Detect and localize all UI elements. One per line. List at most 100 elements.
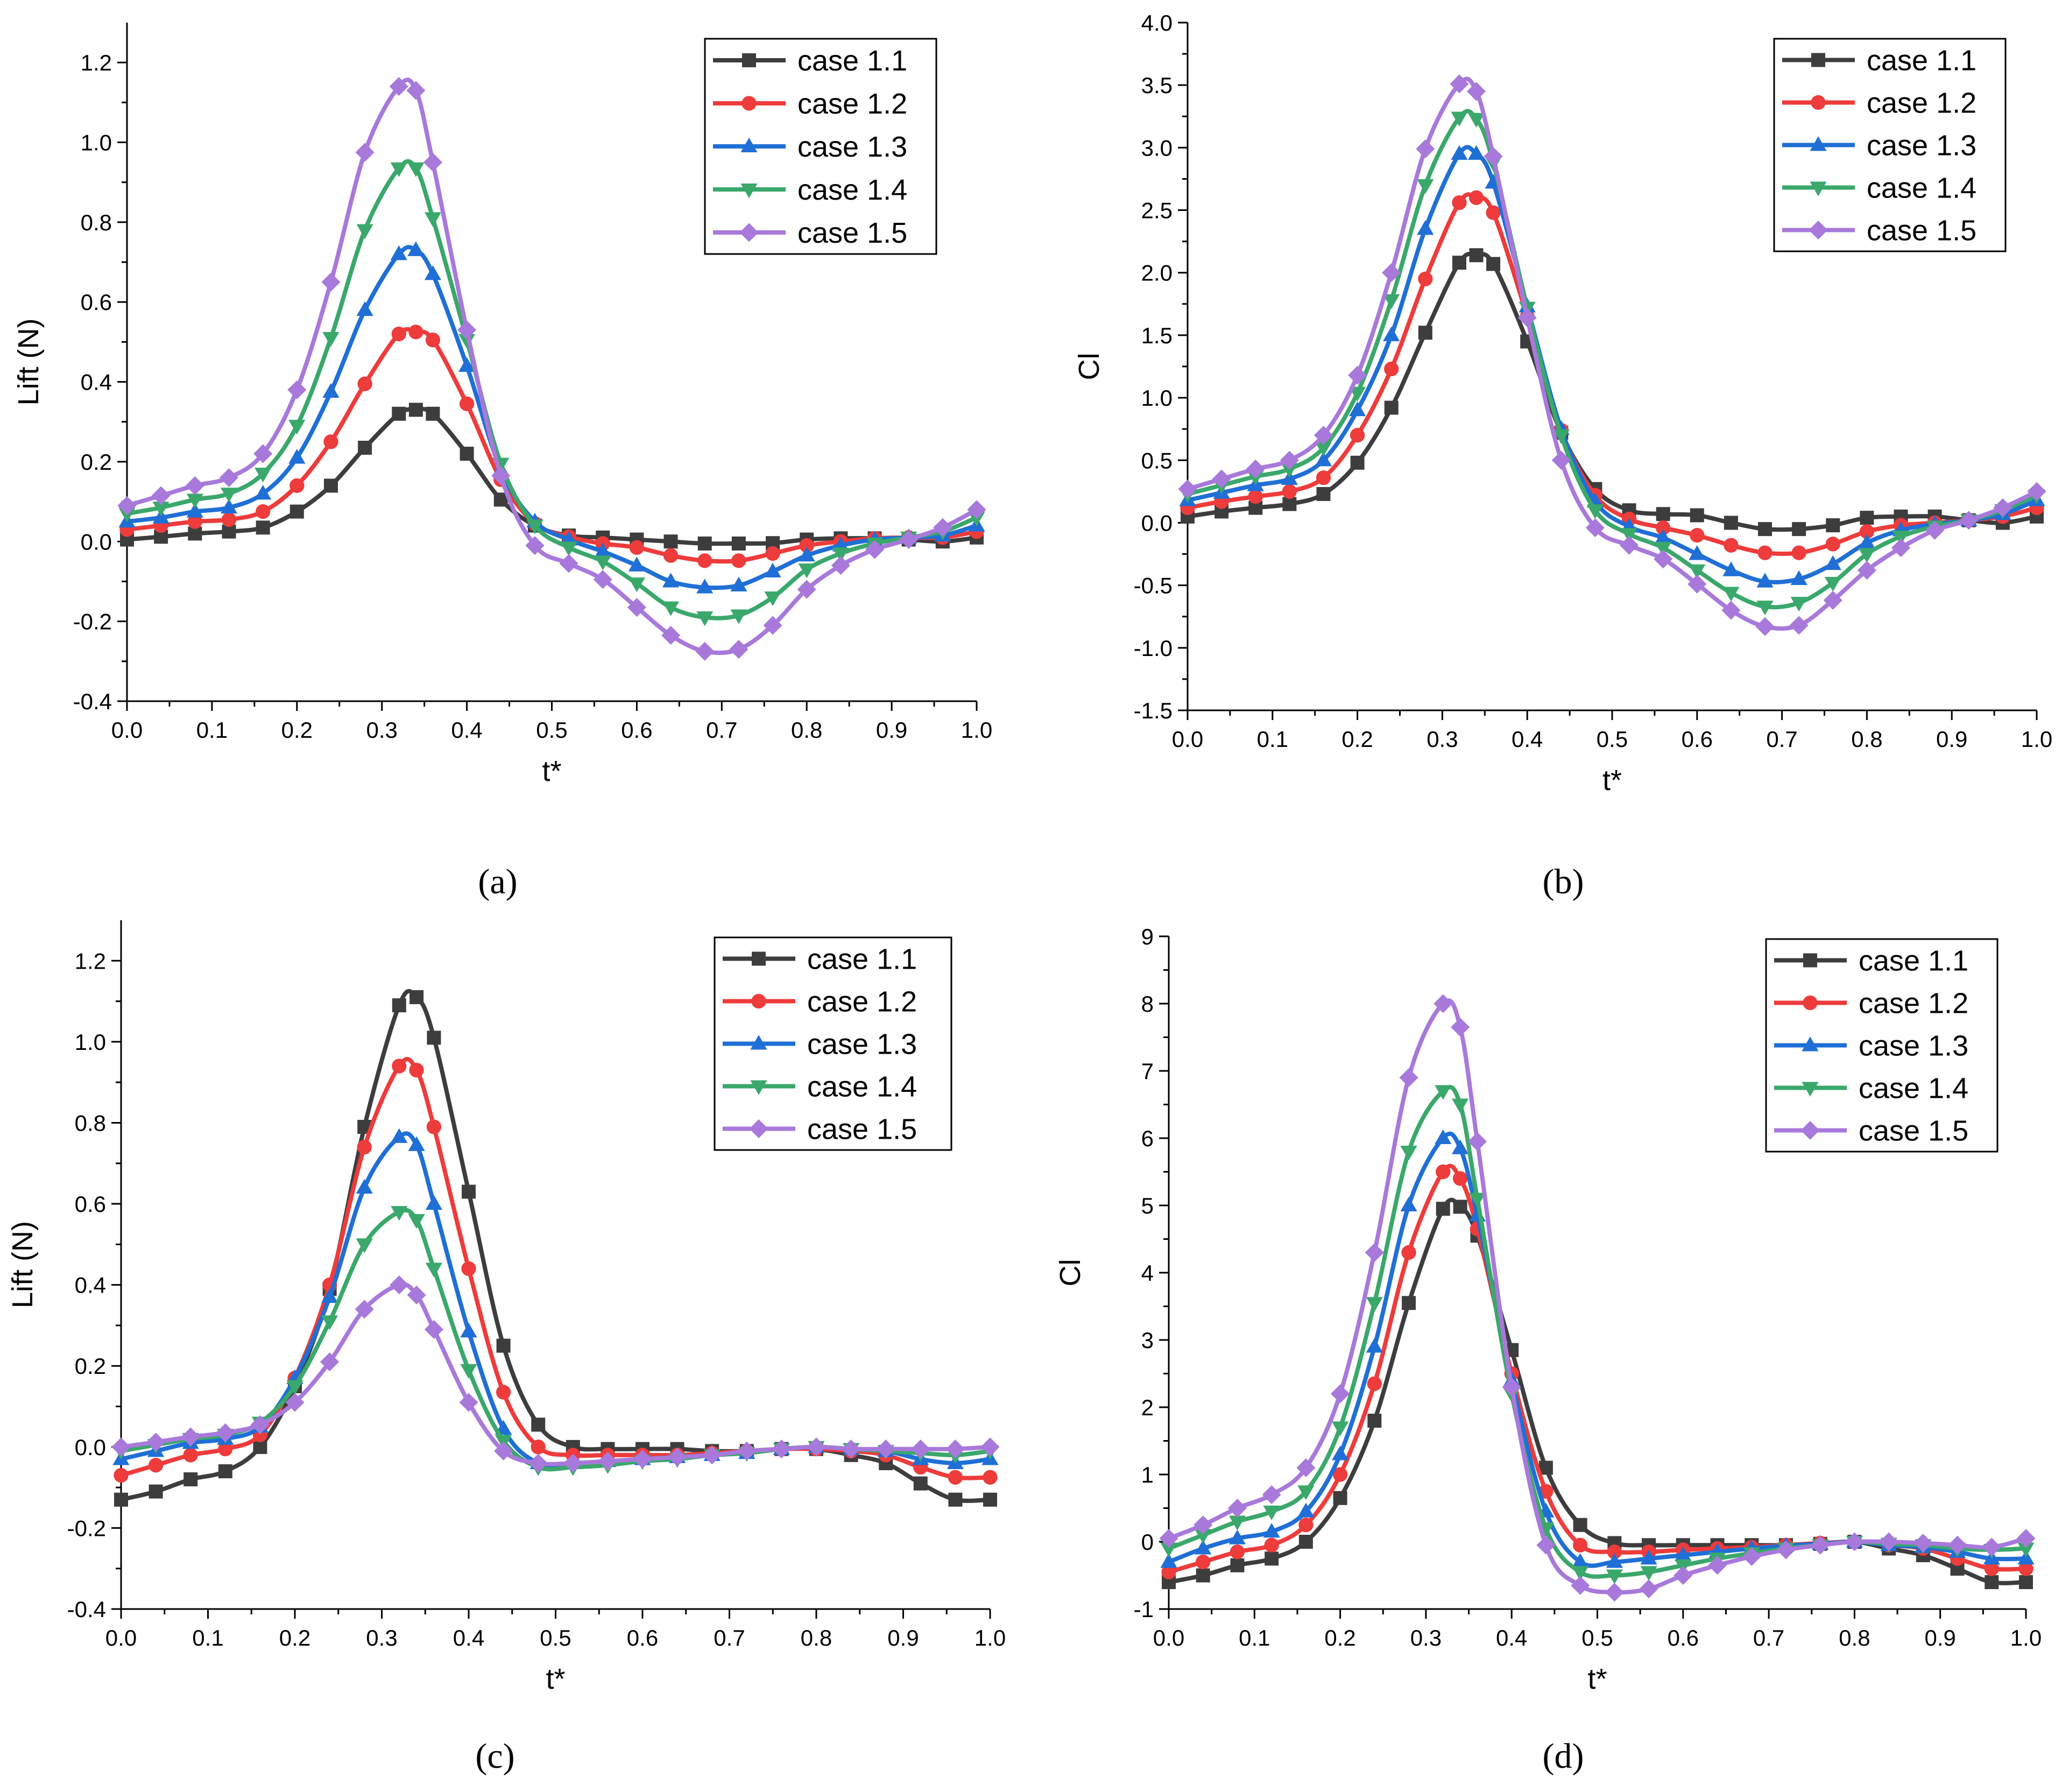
data-point <box>1606 1569 1623 1584</box>
data-point <box>1315 451 1332 467</box>
data-point <box>2018 1561 2033 1576</box>
data-point <box>799 538 814 553</box>
y-tick-label: 1.0 <box>81 130 112 156</box>
data-point <box>594 555 611 570</box>
data-point <box>408 1136 425 1151</box>
y-tick-label: 2.5 <box>1141 198 1173 223</box>
data-point <box>149 1484 163 1499</box>
data-point <box>1436 1202 1450 1216</box>
data-point <box>702 1445 722 1465</box>
x-tick-label: 0.4 <box>453 1625 484 1650</box>
legend-marker <box>1803 995 1818 1011</box>
legend-marker <box>751 993 766 1009</box>
data-point <box>392 1059 407 1074</box>
legend-label: case 1.4 <box>1867 172 1976 204</box>
data-point <box>1452 1139 1469 1154</box>
data-point <box>256 520 270 535</box>
data-point <box>528 1454 548 1473</box>
data-point <box>1297 1502 1315 1518</box>
data-point <box>1811 1535 1830 1555</box>
x-tick-label: 0.9 <box>887 1625 919 1650</box>
data-point <box>1196 1568 1210 1583</box>
data-point <box>1486 257 1501 271</box>
data-point <box>323 434 338 449</box>
data-point <box>1264 1537 1279 1553</box>
y-tick-label: 1.0 <box>75 1029 106 1055</box>
legend-label: case 1.2 <box>1859 987 1968 1020</box>
data-point <box>1331 1384 1350 1403</box>
legend-marker <box>1802 1082 1819 1097</box>
y-axis-label: Lift (N) <box>6 1221 39 1308</box>
legend-label: case 1.2 <box>807 986 917 1018</box>
data-point <box>391 326 406 342</box>
data-point <box>1451 111 1468 126</box>
data-point <box>1366 1297 1383 1312</box>
legend-label: case 1.5 <box>1867 215 1976 247</box>
data-point <box>737 1441 757 1461</box>
chart-4: 0.0 0.1 0.2 0.3 0.4 0.5 0.6 0.7 0.8 0.9 1.0 -1 0 1 2 3 4… <box>1054 924 2042 1776</box>
data-point <box>1913 1533 1933 1553</box>
data-point <box>1297 1485 1315 1500</box>
data-point <box>459 396 475 412</box>
data-point <box>967 500 986 519</box>
chart-3: 0.0 0.1 0.2 0.3 0.4 0.5 0.6 0.7 0.8 0.9 1.0 -0.4 -0.… <box>6 920 1006 1776</box>
y-tick-label: 9 <box>1141 924 1154 949</box>
data-point <box>1640 1566 1657 1581</box>
data-point <box>1687 574 1707 594</box>
legend-label: case 1.3 <box>1859 1030 1968 1062</box>
y-axis-label: Cl <box>1054 1259 1086 1287</box>
data-point <box>426 406 440 421</box>
data-point <box>1654 549 1673 569</box>
x-tick-label: 0.0 <box>105 1625 137 1650</box>
data-point <box>253 444 273 463</box>
data-point <box>288 420 306 435</box>
data-point <box>629 540 645 555</box>
data-point <box>146 1433 166 1452</box>
data-point <box>151 486 171 505</box>
data-point <box>1401 1245 1416 1260</box>
data-point <box>1400 1196 1417 1212</box>
data-point <box>2017 1542 2035 1557</box>
data-point <box>288 449 306 464</box>
data-point <box>1248 500 1263 515</box>
x-axis-label: t* <box>1602 764 1622 796</box>
data-point <box>1332 1467 1348 1482</box>
data-point <box>409 990 424 1005</box>
x-tick-label: 0.7 <box>1766 726 1797 752</box>
data-point <box>1195 1529 1212 1544</box>
data-point <box>1551 450 1571 470</box>
data-point <box>1349 401 1366 417</box>
data-point <box>1451 1018 1470 1037</box>
data-point <box>407 241 425 256</box>
y-tick-label: 0.8 <box>75 1110 106 1135</box>
data-point <box>695 641 715 661</box>
y-tick-label: 1.0 <box>1141 385 1173 411</box>
x-tick-label: 0.0 <box>111 717 143 743</box>
x-tick-label: 0.7 <box>706 717 737 743</box>
data-point <box>911 1440 930 1459</box>
data-point <box>1350 428 1365 443</box>
data-point <box>948 1492 963 1507</box>
legend-marker <box>1810 181 1827 196</box>
data-point <box>222 524 236 539</box>
data-point <box>409 1062 424 1078</box>
data-point <box>2027 482 2046 501</box>
x-tick-label: 0.2 <box>1324 1625 1355 1650</box>
x-tick-label: 1.0 <box>975 1625 1006 1650</box>
x-tick-label: 1.0 <box>2010 1625 2042 1650</box>
data-point <box>1384 400 1399 415</box>
data-point <box>1586 504 1604 519</box>
data-point <box>1639 1579 1658 1599</box>
legend-marker <box>1800 1120 1820 1140</box>
data-point <box>1196 1554 1211 1570</box>
y-tick-label: 0 <box>1141 1529 1154 1555</box>
data-point <box>1418 271 1433 286</box>
data-point <box>983 1492 997 1507</box>
data-point <box>1316 487 1331 502</box>
series-case-1-5 <box>111 1275 1000 1473</box>
data-point <box>1572 1553 1589 1568</box>
data-point <box>1538 1461 1553 1475</box>
data-point <box>183 1448 198 1463</box>
panel-label: (b) <box>1543 862 1584 901</box>
data-point <box>1792 522 1806 537</box>
